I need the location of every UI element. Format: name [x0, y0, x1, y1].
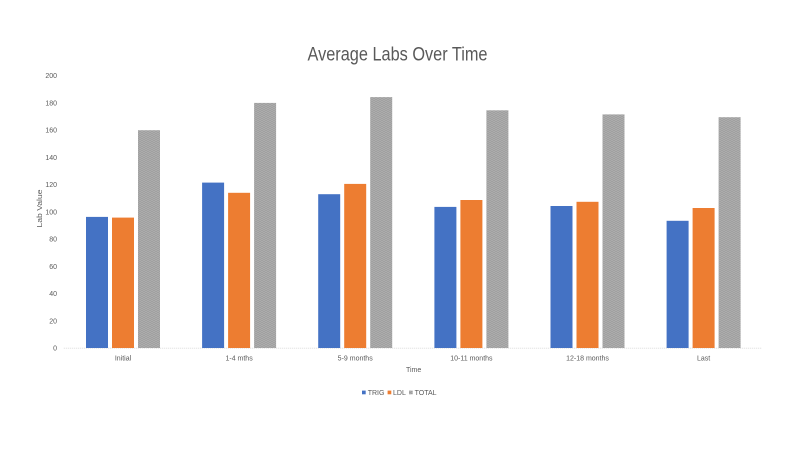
- svg-text:Initial: Initial: [115, 356, 132, 363]
- svg-text:20: 20: [49, 318, 57, 325]
- svg-text:10-11 months: 10-11 months: [450, 356, 493, 363]
- svg-text:Time: Time: [406, 367, 421, 374]
- svg-text:140: 140: [45, 155, 57, 162]
- svg-text:40: 40: [49, 291, 57, 298]
- svg-text:120: 120: [45, 182, 57, 189]
- svg-text:80: 80: [49, 237, 57, 244]
- svg-text:60: 60: [49, 264, 57, 271]
- svg-text:12-18 months: 12-18 months: [566, 356, 609, 363]
- svg-text:1-4 mths: 1-4 mths: [225, 356, 253, 363]
- svg-text:0: 0: [53, 346, 57, 353]
- svg-text:TRIG: TRIG: [368, 390, 385, 397]
- svg-text:TOTAL: TOTAL: [415, 390, 437, 397]
- svg-text:LDL: LDL: [393, 390, 406, 397]
- svg-text:180: 180: [45, 100, 57, 107]
- svg-text:Last: Last: [697, 356, 710, 363]
- svg-text:Average Labs Over Time: Average Labs Over Time: [308, 45, 488, 66]
- svg-text:100: 100: [45, 209, 57, 216]
- svg-text:Lab Value: Lab Value: [37, 189, 44, 227]
- svg-text:5-9 months: 5-9 months: [338, 356, 374, 363]
- svg-text:160: 160: [45, 128, 57, 135]
- svg-text:200: 200: [45, 73, 57, 80]
